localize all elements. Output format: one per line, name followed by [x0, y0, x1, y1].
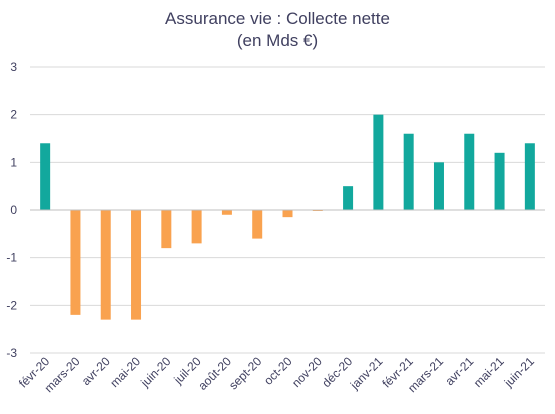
x-tick-label: août-20: [195, 354, 234, 393]
bar: [464, 133, 475, 210]
bar: [161, 210, 172, 249]
bar: [403, 133, 414, 210]
y-tick-label: 3: [10, 60, 17, 74]
bar: [494, 152, 505, 210]
x-tick-label: avr-20: [79, 354, 113, 388]
y-tick-label: -1: [6, 251, 17, 265]
bar: [70, 210, 81, 315]
x-tick-label: sept-20: [226, 354, 264, 392]
bar: [191, 210, 202, 244]
x-tick-label: nov-20: [289, 354, 325, 390]
bar: [221, 210, 232, 215]
bar: [433, 162, 444, 210]
bar: [252, 210, 263, 239]
y-tick-label: 1: [10, 155, 17, 169]
bar: [131, 210, 142, 320]
chart-subtitle: (en Mds €): [236, 31, 319, 50]
x-tick-label: oct-20: [261, 354, 295, 388]
bar: [40, 143, 51, 210]
bar: [282, 210, 293, 218]
y-tick-label: 0: [10, 203, 17, 217]
x-tick-label: juin-20: [137, 354, 173, 390]
bar: [524, 143, 535, 210]
x-tick-label: mai-20: [107, 354, 143, 390]
y-tick-label: -3: [6, 346, 17, 360]
y-tick-label: -2: [6, 298, 17, 312]
y-tick-label: 2: [10, 108, 17, 122]
bar: [373, 114, 384, 210]
bar: [100, 210, 111, 320]
x-tick-label: janv-21: [347, 354, 386, 393]
bar: [343, 186, 354, 210]
x-tick-label: mai-21: [471, 354, 507, 390]
x-tick-label: juin-21: [501, 354, 537, 390]
chart-title: Assurance vie : Collecte nette: [165, 9, 390, 28]
x-tick-label: avr-21: [442, 354, 476, 388]
